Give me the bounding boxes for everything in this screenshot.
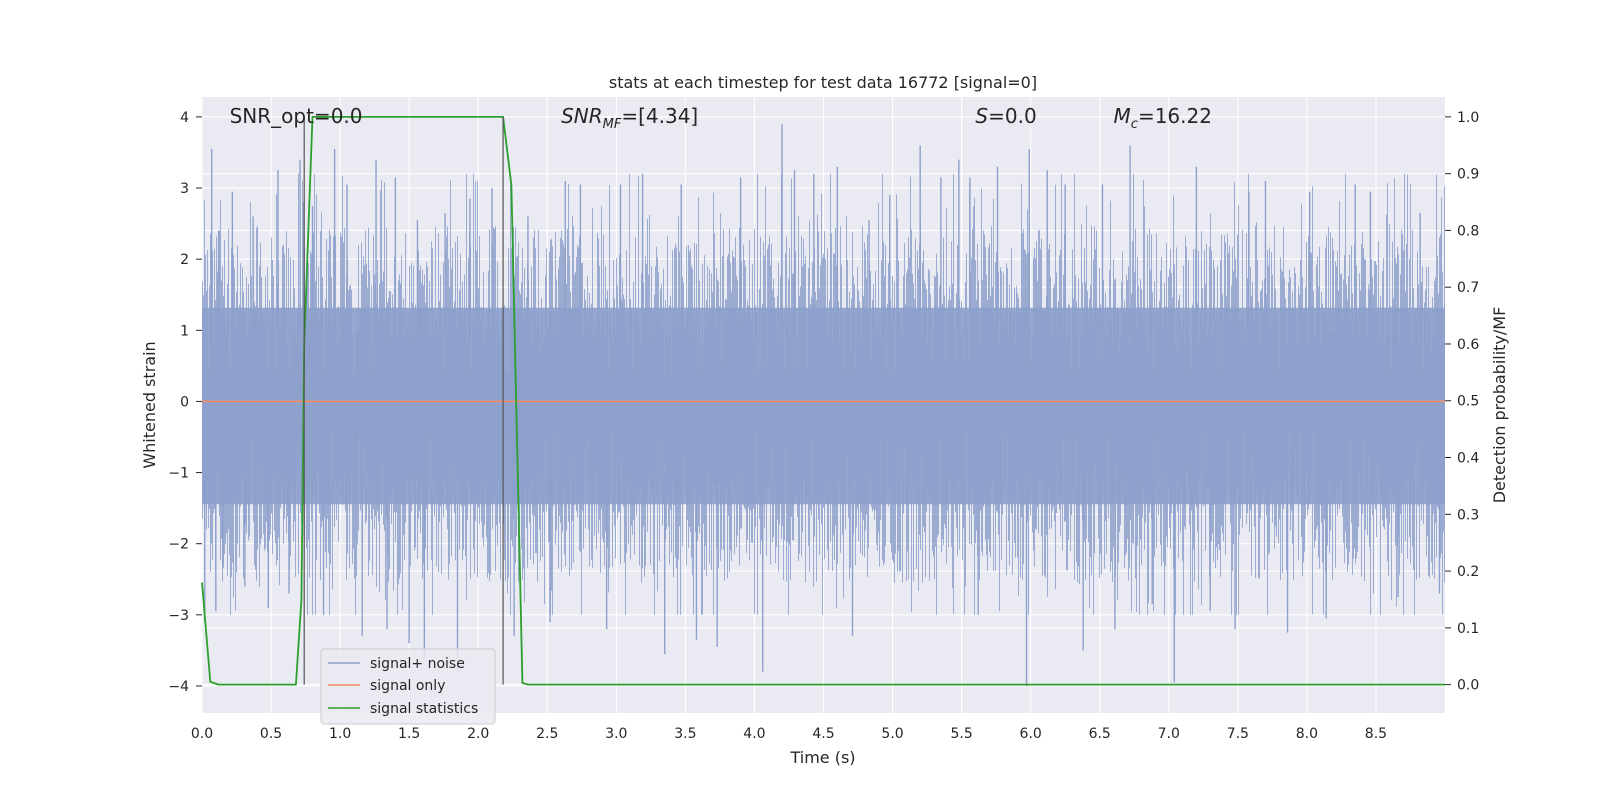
annotation-text: SNRMF=[4.34] <box>561 104 698 132</box>
legend-box <box>320 648 496 725</box>
legend-label-signal-noise: signal+ noise <box>370 656 465 672</box>
signal-statistics-line <box>201 115 1445 686</box>
y-left-tick-label: −2 <box>168 537 189 553</box>
y-right-tick-label: 0.4 <box>1457 451 1479 467</box>
y-left-tick-label: −3 <box>168 608 189 624</box>
x-tick-label: 7.5 <box>1227 726 1249 742</box>
x-tick-label: 6.5 <box>1089 726 1111 742</box>
annotation-text: Mc=16.22 <box>1114 104 1212 132</box>
series-lines <box>201 115 1445 686</box>
x-axis-label: Time (s) <box>789 748 855 767</box>
y-right-tick-label: 0.5 <box>1457 394 1479 410</box>
y-left-tick-label: 0 <box>180 394 189 410</box>
legend-label-signal-only: signal only <box>370 678 445 694</box>
y-left-tick-label: 1 <box>180 323 189 339</box>
y-right-tick-label: 0.9 <box>1457 167 1479 183</box>
y-right-tick-label: 0.6 <box>1457 337 1479 353</box>
legend: signal+ noise signal only signal statist… <box>320 648 496 725</box>
y-axis-left-label: Whitened strain <box>140 341 159 468</box>
x-tick-label: 2.5 <box>536 726 558 742</box>
y-right-tick-label: 0.0 <box>1457 678 1479 694</box>
x-tick-label: 3.0 <box>605 726 627 742</box>
x-tick-label: 0.5 <box>260 726 282 742</box>
x-tick-label: 1.5 <box>398 726 420 742</box>
x-tick-label: 1.0 <box>329 726 351 742</box>
x-tick-label: 5.0 <box>881 726 903 742</box>
x-tick-label: 4.0 <box>743 726 765 742</box>
x-tick-label: 4.5 <box>812 726 834 742</box>
x-tick-label: 8.0 <box>1296 726 1318 742</box>
vertical-markers <box>303 116 504 685</box>
y-right-tick-label: 1.0 <box>1457 110 1479 126</box>
y-right-tick-label: 0.7 <box>1457 280 1479 296</box>
y-left-tick-label: −4 <box>168 679 189 695</box>
chart-title: stats at each timestep for test data 167… <box>609 73 1037 92</box>
annotations: SNR_opt=0.0 SNRMF=[4.34] S=0.0 Mc=16.22 <box>230 104 1212 132</box>
y-left-tick-label: 3 <box>180 181 189 197</box>
y-left-tick-label: 4 <box>180 110 189 126</box>
y-left-tick-label: −1 <box>168 466 189 482</box>
annotation-text: S=0.0 <box>975 104 1036 128</box>
series-signal-noise <box>202 124 1445 686</box>
y-right-tick-label: 0.2 <box>1457 564 1479 580</box>
y-left-tick-label: 2 <box>180 252 189 268</box>
x-tick-label: 2.0 <box>467 726 489 742</box>
annotation-text: SNR_opt=0.0 <box>230 104 363 128</box>
tick-labels: 0.0 0.5 1.0 1.5 2.0 2.5 3.0 3.5 4.0 4.5 5.0 5.5 6.0 6… <box>168 110 1479 742</box>
y-axis-right-label: Detection probability/MF <box>1490 307 1509 504</box>
x-tick-label: 3.5 <box>674 726 696 742</box>
x-tick-label: 0.0 <box>191 726 213 742</box>
x-tick-label: 8.5 <box>1365 726 1387 742</box>
noise-core <box>202 307 1445 505</box>
x-tick-label: 7.0 <box>1158 726 1180 742</box>
y-right-tick-label: 0.1 <box>1457 621 1479 637</box>
x-tick-label: 5.5 <box>950 726 972 742</box>
x-tick-label: 6.0 <box>1020 726 1042 742</box>
legend-label-signal-statistics: signal statistics <box>370 701 478 717</box>
y-right-tick-label: 0.8 <box>1457 223 1479 239</box>
y-right-tick-label: 0.3 <box>1457 507 1479 523</box>
